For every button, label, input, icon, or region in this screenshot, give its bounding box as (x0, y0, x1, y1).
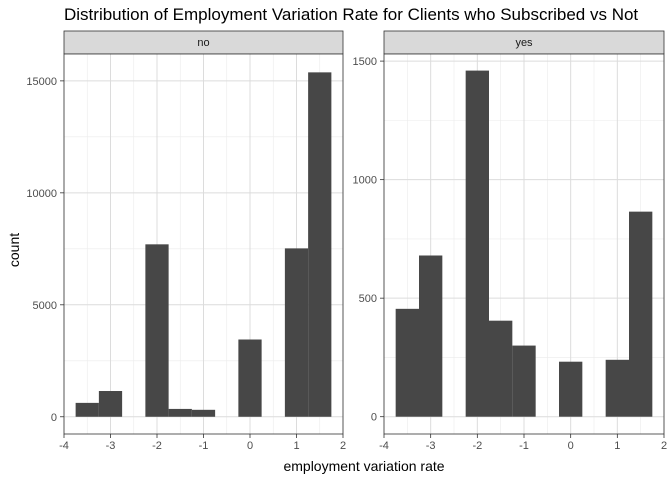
x-tick-label: -1 (519, 440, 529, 452)
histogram-bar (629, 211, 653, 417)
histogram-bar (284, 248, 309, 417)
x-tick-label: -2 (152, 440, 162, 452)
histogram-bar (419, 255, 443, 417)
y-tick-label: 0 (51, 412, 57, 424)
histogram-bar (238, 339, 262, 417)
y-tick-label: 1500 (353, 56, 377, 68)
facet-panel-yes: yes -4 -3 -2 -1 0 1 2 0 500 1000 1500 (353, 30, 667, 452)
y-axis-title: count (6, 233, 22, 267)
chart-title: Distribution of Employment Variation Rat… (64, 5, 638, 24)
histogram-bar (465, 70, 489, 417)
histogram-bar (191, 409, 216, 417)
y-tick-label: 15000 (26, 76, 57, 88)
facet-strip-label: yes (515, 37, 533, 49)
y-tick-label: 5000 (33, 300, 57, 312)
x-tick-label: 0 (247, 440, 253, 452)
histogram-bar (98, 391, 123, 417)
y-tick-label: 1000 (353, 175, 377, 187)
y-tick-label: 10000 (26, 188, 57, 200)
y-tick-label: 0 (371, 412, 377, 424)
x-axis-title: employment variation rate (283, 458, 444, 474)
histogram-bar (168, 408, 192, 417)
x-tick-label: -1 (199, 440, 209, 452)
histogram-bar (308, 72, 332, 417)
x-tick-label: 1 (293, 440, 299, 452)
x-tick-label: -3 (426, 440, 436, 452)
x-tick-label: 2 (661, 440, 667, 452)
x-tick-label: -2 (472, 440, 482, 452)
x-tick-label: -4 (379, 440, 389, 452)
x-tick-label: 1 (614, 440, 620, 452)
x-tick-label: -3 (106, 440, 116, 452)
facet-panel-no: no -4 -3 -2 -1 0 1 2 0 5000 10000 15000 (26, 30, 346, 452)
x-tick-label: -4 (59, 440, 69, 452)
histogram-bar (489, 320, 513, 417)
x-tick-label: 2 (340, 440, 346, 452)
histogram-bar (75, 402, 99, 417)
histogram-bar (559, 361, 583, 417)
y-tick-label: 500 (359, 293, 377, 305)
histogram-bar (512, 345, 536, 417)
facet-strip-label: no (197, 37, 209, 49)
histogram-bar (605, 359, 629, 417)
histogram-bar (395, 308, 419, 417)
histogram-bar (145, 244, 169, 417)
x-tick-label: 0 (568, 440, 574, 452)
